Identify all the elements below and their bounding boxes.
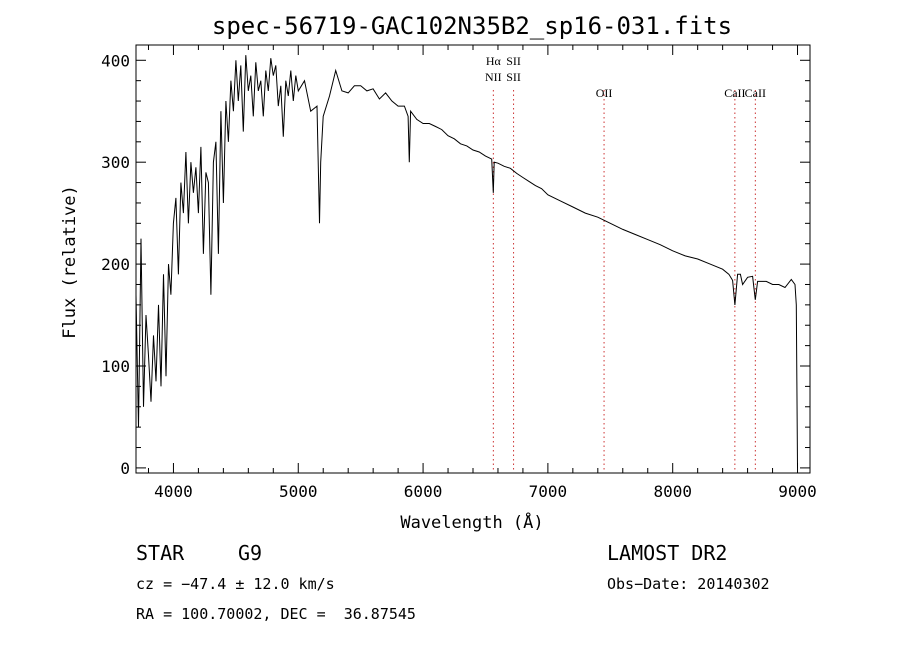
y-axis-label: Flux (relative): [60, 185, 80, 339]
line-marker-label: SII: [506, 54, 521, 68]
y-tick-label: 400: [101, 51, 130, 70]
x-tick-label: 6000: [404, 482, 443, 501]
x-tick-label: 7000: [529, 482, 568, 501]
x-tick-label: 4000: [154, 482, 193, 501]
spectrum-series-line: [135, 55, 798, 468]
line-marker-label: Hα: [486, 54, 502, 68]
observation-date: Obs−Date: 20140302: [607, 575, 770, 593]
axis-ticks: 4000 5000 6000 7000 8000 9000 0 100 200 300 400: [101, 45, 817, 501]
line-marker-label: NII: [485, 70, 502, 84]
survey-name: LAMOST DR2: [607, 541, 728, 565]
redshift-info: cz = −47.4 ± 12.0 km/s: [136, 575, 335, 593]
object-class: STAR: [136, 541, 185, 565]
emission-line-markers: Hα NII SII SII OII CaII CaII: [485, 54, 766, 473]
line-marker-label: CaII: [745, 86, 766, 100]
line-marker-label: CaII: [724, 86, 745, 100]
y-tick-label: 100: [101, 357, 130, 376]
line-marker-label: SII: [506, 70, 521, 84]
line-marker-label: OII: [596, 86, 613, 100]
y-tick-label: 0: [120, 459, 130, 478]
x-tick-label: 5000: [279, 482, 318, 501]
chart-title: spec-56719-GAC102N35B2_sp16-031.fits: [212, 12, 732, 40]
y-tick-label: 300: [101, 153, 130, 172]
coordinates-info: RA = 100.70002, DEC = 36.87545: [136, 605, 416, 623]
object-subclass: G9: [238, 541, 263, 565]
x-axis-label: Wavelength (Å): [400, 511, 543, 533]
y-tick-label: 200: [101, 255, 130, 274]
x-tick-label: 8000: [653, 482, 692, 501]
plot-frame: [135, 44, 811, 474]
x-tick-label: 9000: [778, 482, 817, 501]
